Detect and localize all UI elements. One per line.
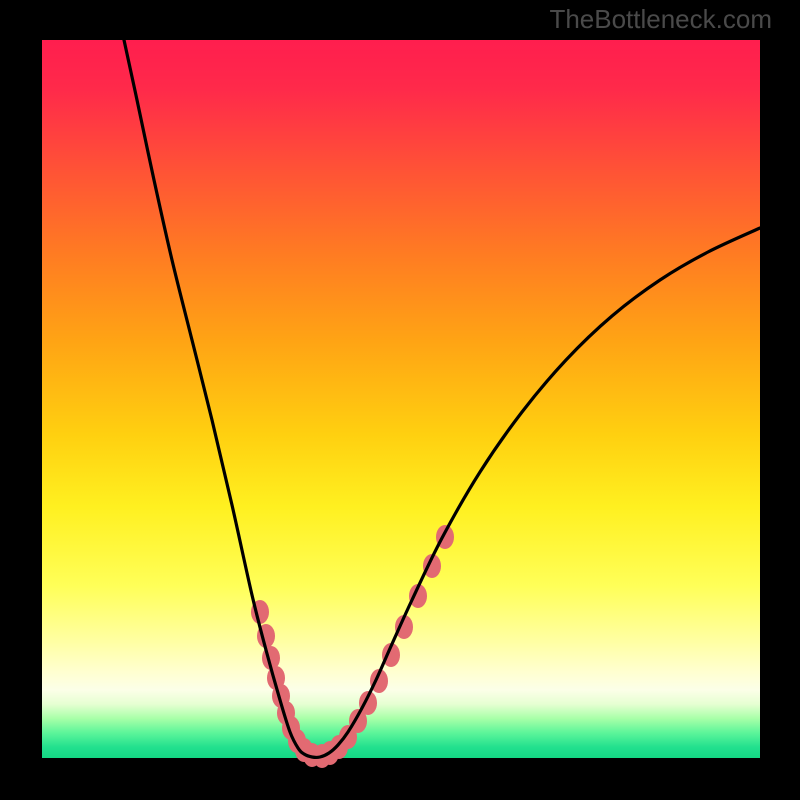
highlight-dot-layer — [251, 525, 454, 768]
watermark-label: TheBottleneck.com — [549, 4, 772, 35]
bottleneck-curve — [124, 40, 760, 757]
chart-stage: TheBottleneck.com — [0, 0, 800, 800]
plot-svg-layer — [42, 40, 760, 758]
plot-frame — [42, 40, 760, 758]
